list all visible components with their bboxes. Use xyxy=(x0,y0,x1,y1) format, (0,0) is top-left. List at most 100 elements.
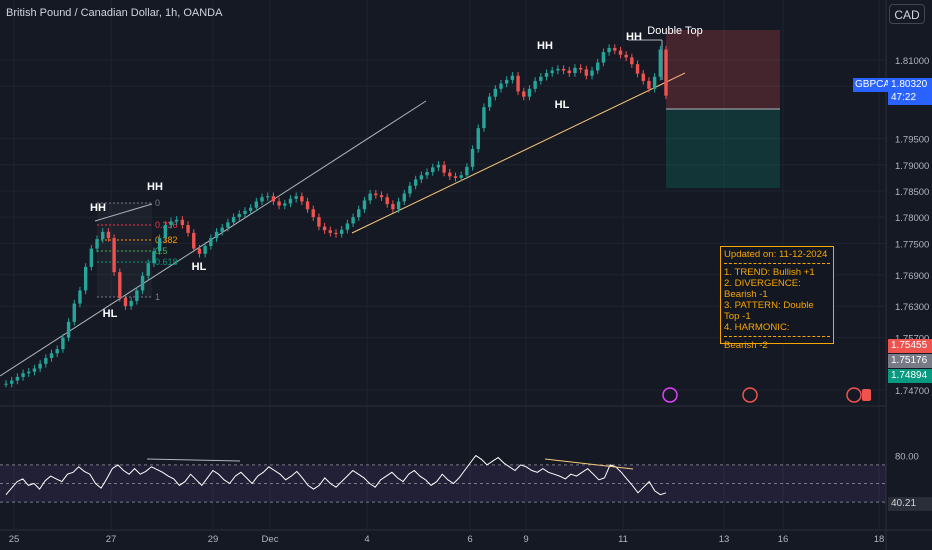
candle-95 xyxy=(544,73,549,77)
x-tick-2: 29 xyxy=(208,534,219,545)
candle-21 xyxy=(123,297,128,307)
candle-116 xyxy=(664,49,668,96)
candle-53 xyxy=(305,201,310,210)
swing-label-0: HH xyxy=(90,202,106,214)
fib-label-5: 1 xyxy=(155,292,160,302)
candle-97 xyxy=(556,68,560,71)
price-tag-symbol: GBPCAD xyxy=(853,78,898,92)
candle-79 xyxy=(453,176,458,178)
y-tick-7: 1.76900 xyxy=(895,271,929,282)
rsi-divergence-2 xyxy=(544,458,634,470)
candle-109 xyxy=(624,54,628,58)
candle-110 xyxy=(630,57,634,65)
candle-111 xyxy=(635,64,640,74)
event-icon-1 xyxy=(742,387,758,403)
candle-87 xyxy=(499,83,503,89)
rsi-tick-80: 80.00 xyxy=(895,452,919,463)
candle-70 xyxy=(402,193,406,202)
candle-80 xyxy=(459,175,463,178)
rsi-current-label: 40.21 xyxy=(888,497,932,511)
x-tick-5: 6 xyxy=(467,534,472,545)
candle-41 xyxy=(237,214,241,218)
candle-63 xyxy=(362,200,367,210)
candle-101 xyxy=(578,67,583,70)
candle-23 xyxy=(135,290,139,301)
x-tick-1: 27 xyxy=(106,534,117,545)
event-icon-2 xyxy=(846,387,862,403)
swing-label-1: HH xyxy=(147,181,163,193)
fib-label-4: 0.618 xyxy=(155,257,178,267)
x-tick-3: Dec xyxy=(262,534,279,545)
candle-39 xyxy=(226,222,230,228)
swing-label-2: HL xyxy=(103,308,118,320)
candle-45 xyxy=(260,197,264,202)
candle-89 xyxy=(510,75,515,80)
info-result: Bearish -2 xyxy=(724,340,768,351)
candle-11 xyxy=(66,321,71,338)
candle-92 xyxy=(527,88,532,97)
candle-36 xyxy=(209,238,213,246)
candle-8 xyxy=(49,353,54,359)
analysis-info-box: Updated on: 11-12-2024 1. TREND: Bullish… xyxy=(720,246,834,351)
currency-button[interactable]: CAD xyxy=(889,4,925,24)
candle-88 xyxy=(504,79,509,84)
candle-34 xyxy=(197,248,202,254)
candle-40 xyxy=(231,217,236,223)
swing-label-3: HL xyxy=(192,261,207,273)
candle-75 xyxy=(431,167,435,173)
candle-25 xyxy=(146,263,150,276)
candle-72 xyxy=(413,179,418,186)
candle-46 xyxy=(266,196,270,198)
candle-13 xyxy=(78,290,82,304)
candle-32 xyxy=(186,225,190,233)
info-updated: Updated on: 11-12-2024 xyxy=(724,249,828,260)
candle-51 xyxy=(294,196,298,199)
candle-60 xyxy=(345,223,350,230)
candle-96 xyxy=(550,70,554,74)
candle-94 xyxy=(539,76,543,81)
candle-1 xyxy=(9,380,14,384)
y-tick-3: 1.79000 xyxy=(895,161,929,172)
candle-103 xyxy=(590,70,594,76)
target-zone xyxy=(666,109,780,188)
swing-label-6: HL xyxy=(555,99,570,111)
candle-115 xyxy=(658,49,663,77)
candle-2 xyxy=(15,376,20,381)
candle-78 xyxy=(448,172,452,177)
candle-48 xyxy=(277,201,281,206)
candle-27 xyxy=(157,238,162,252)
event-flag-icon xyxy=(862,389,871,401)
candle-20 xyxy=(118,272,122,298)
x-tick-9: 16 xyxy=(778,534,789,545)
candle-66 xyxy=(379,195,384,198)
candle-47 xyxy=(271,196,276,202)
candle-52 xyxy=(300,196,304,202)
price-tag-price: 1.80320 xyxy=(888,78,932,92)
trendline-orange xyxy=(351,72,686,234)
candle-61 xyxy=(351,217,355,224)
swing-label-4: HH xyxy=(537,40,553,52)
symbol-title[interactable]: British Pound / Canadian Dollar, 1h, OAN… xyxy=(6,7,223,19)
candle-77 xyxy=(442,164,446,173)
candle-10 xyxy=(61,337,65,350)
candle-37 xyxy=(214,231,219,239)
candle-98 xyxy=(561,68,566,71)
price-tag-countdown: 47:22 xyxy=(888,91,932,105)
y-tick-10: 1.74700 xyxy=(895,386,929,397)
candle-59 xyxy=(339,229,344,234)
candle-44 xyxy=(254,201,259,208)
y-tick-8: 1.76300 xyxy=(895,302,929,313)
candle-31 xyxy=(180,219,185,225)
candle-12 xyxy=(72,303,76,322)
candle-86 xyxy=(493,88,498,97)
candle-26 xyxy=(152,251,156,264)
candle-43 xyxy=(248,207,253,211)
candle-5 xyxy=(32,368,37,372)
candle-58 xyxy=(334,232,338,234)
candle-83 xyxy=(476,128,480,150)
y-tick-4: 1.78500 xyxy=(895,187,929,198)
pattern-label: Double Top xyxy=(647,25,702,37)
candle-38 xyxy=(220,227,224,232)
candle-84 xyxy=(482,107,486,129)
